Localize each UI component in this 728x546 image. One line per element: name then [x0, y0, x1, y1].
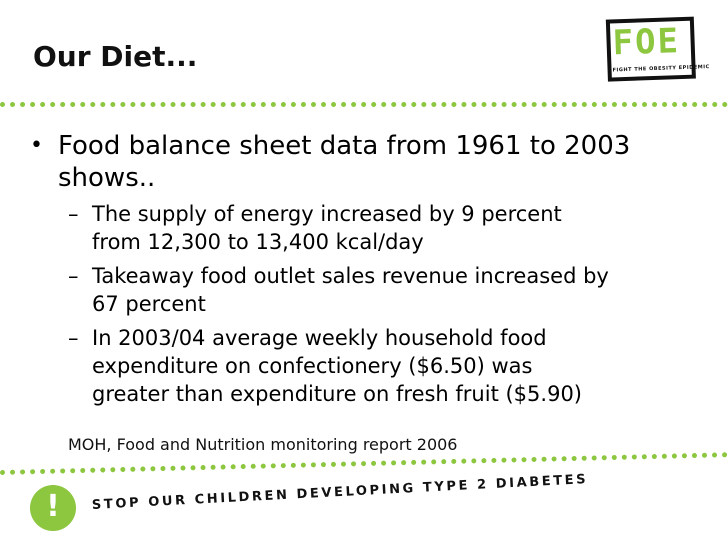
sub-marker: – — [68, 326, 79, 350]
sub-bullet-line: from 12,300 to 13,400 kcal/day — [92, 230, 424, 254]
sub-marker: – — [68, 264, 79, 288]
sub-bullet-line: The supply of energy increased by 9 perc… — [92, 202, 562, 226]
slide-title: Our Diet... — [33, 40, 198, 73]
foe-logo: FOE FIGHT THE OBESITY EPIDEMIC — [605, 16, 710, 89]
bottom-dotted-divider — [0, 452, 728, 475]
logo-letters: FOE — [611, 21, 681, 64]
exclamation-glyph: ! — [46, 489, 60, 524]
sub-bullet-list: – The supply of energy increased by 9 pe… — [30, 200, 710, 408]
exclamation-badge-icon: ! — [30, 485, 76, 531]
sub-bullet-line: greater than expenditure on fresh fruit … — [92, 382, 582, 406]
footer-slogan: STOP OUR CHILDREN DEVELOPING TYPE 2 DIAB… — [91, 472, 589, 513]
sub-bullet-line: Takeaway food outlet sales revenue incre… — [92, 264, 609, 288]
sub-marker: – — [68, 202, 79, 226]
sub-bullet-line: expenditure on confectionery ($6.50) was — [92, 354, 533, 378]
sub-bullet-line: 67 percent — [92, 292, 206, 316]
sub-bullet: – Takeaway food outlet sales revenue inc… — [30, 262, 710, 318]
sub-bullet-line: In 2003/04 average weekly household food — [92, 326, 547, 350]
bullet-marker: • — [30, 133, 43, 158]
sub-bullet: – In 2003/04 average weekly household fo… — [30, 324, 710, 408]
sub-bullet: – The supply of energy increased by 9 pe… — [30, 200, 710, 256]
main-bullet: • Food balance sheet data from 1961 to 2… — [30, 130, 710, 194]
source-citation: MOH, Food and Nutrition monitoring repor… — [68, 435, 458, 454]
main-bullet-text: Food balance sheet data from 1961 to 200… — [58, 131, 631, 193]
slide-body: • Food balance sheet data from 1961 to 2… — [30, 130, 710, 414]
top-dotted-divider — [0, 102, 728, 107]
